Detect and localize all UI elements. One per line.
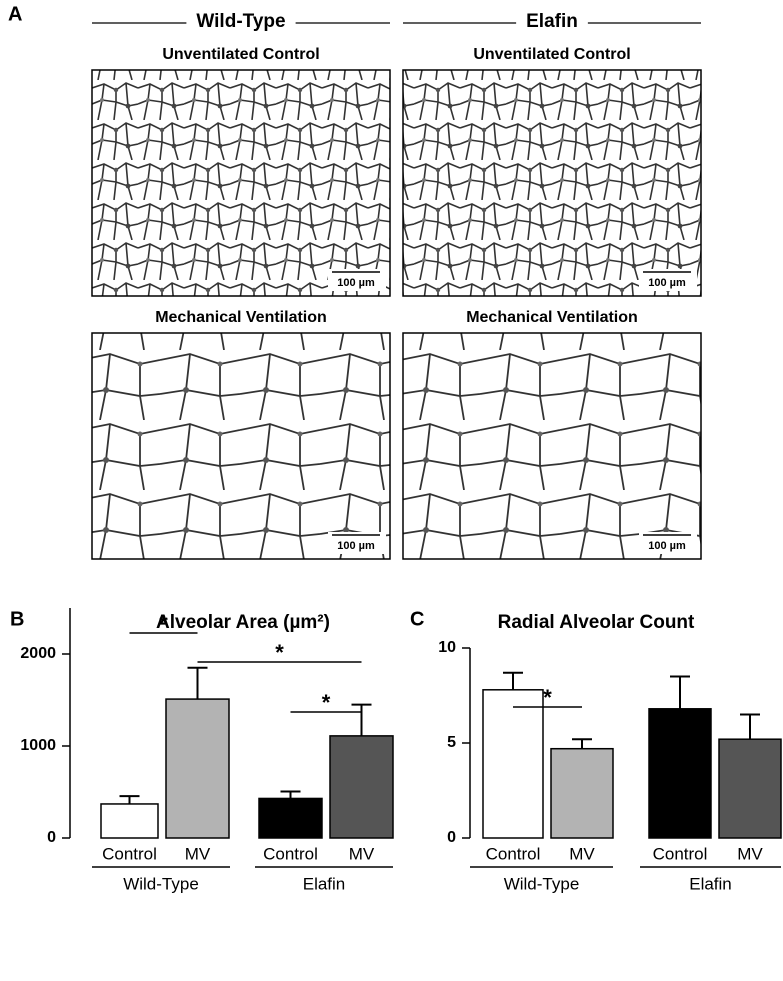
micrograph — [402, 69, 702, 297]
scale-label: 100 µm — [648, 277, 686, 289]
y-tick-label: 0 — [47, 829, 56, 846]
significance-label: * — [322, 690, 331, 715]
x-tick-label: Control — [263, 844, 318, 863]
bar — [329, 735, 394, 839]
bar — [258, 797, 323, 839]
x-tick-label: Control — [486, 844, 541, 863]
x-tick-label: Control — [102, 844, 157, 863]
y-tick-label: 1000 — [20, 737, 56, 754]
panel-a: Wild-Type Unventilated Control 100 µm Mecha… — [91, 11, 702, 560]
significance-label: * — [275, 640, 284, 665]
y-tick-label: 2000 — [20, 645, 56, 662]
chart-title: Alveolar Area (µm²) — [156, 612, 330, 633]
panel-label: C — [410, 608, 424, 630]
group-label: Elafin — [303, 874, 346, 893]
scale-bg — [328, 269, 386, 291]
panel-label: A — [8, 3, 22, 25]
group-label: Wild-Type — [504, 874, 580, 893]
chart-title: Radial Alveolar Count — [498, 612, 695, 633]
column-header: Wild-Type — [196, 11, 285, 32]
row-title: Mechanical Ventilation — [155, 309, 327, 326]
x-tick-label: MV — [737, 844, 763, 863]
y-tick-label: 10 — [438, 639, 456, 656]
panel-label: B — [10, 608, 24, 630]
x-tick-label: MV — [185, 844, 211, 863]
x-tick-label: MV — [569, 844, 595, 863]
significance-label: * — [159, 611, 168, 636]
scale-bg — [639, 269, 697, 291]
row-title: Mechanical Ventilation — [466, 309, 638, 326]
micrograph — [91, 332, 391, 560]
scale-label: 100 µm — [337, 540, 375, 552]
bar — [100, 803, 159, 839]
bar — [550, 747, 614, 839]
row-title: Unventilated Control — [162, 46, 319, 63]
x-tick-label: Control — [653, 844, 708, 863]
y-tick-label: 5 — [447, 734, 456, 751]
micrograph — [91, 69, 391, 297]
scale-bg — [328, 532, 386, 554]
scale-label: 100 µm — [648, 540, 686, 552]
bar — [718, 738, 782, 839]
row-title: Unventilated Control — [473, 46, 630, 63]
y-tick-label: 0 — [447, 829, 456, 846]
bar — [482, 689, 544, 839]
column-header: Elafin — [526, 11, 578, 32]
scale-label: 100 µm — [337, 277, 375, 289]
significance-label: * — [543, 685, 552, 710]
group-label: Elafin — [689, 874, 732, 893]
micrograph — [402, 332, 702, 560]
scale-bg — [639, 532, 697, 554]
bar — [165, 698, 230, 839]
group-label: Wild-Type — [123, 874, 199, 893]
bar — [648, 708, 712, 839]
charts: B Alveolar Area (µm²) 0 1000 2000 Control MV Co… — [10, 608, 782, 893]
x-tick-label: MV — [349, 844, 375, 863]
